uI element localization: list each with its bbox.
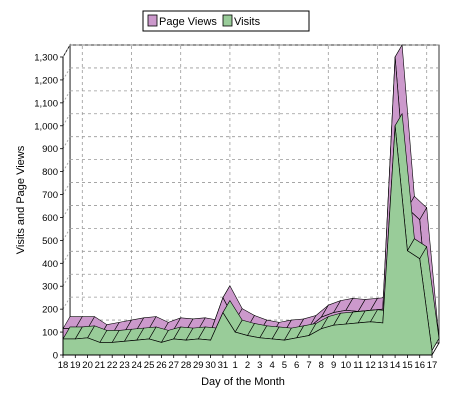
- data-point: [247, 335, 248, 337]
- data-point: [210, 339, 212, 341]
- y-tick-label: 0: [53, 351, 58, 362]
- data-point: [345, 309, 347, 311]
- x-tick-label: 1: [233, 360, 238, 371]
- data-point: [136, 339, 138, 341]
- x-tick-label: 9: [331, 360, 336, 371]
- data-point: [197, 338, 199, 340]
- data-point: [124, 340, 125, 342]
- x-tick-label: 6: [294, 360, 299, 371]
- data-point: [333, 312, 335, 314]
- x-tick-label: 2: [245, 360, 250, 371]
- x-tick-label: 17: [427, 360, 438, 371]
- x-tick-label: 21: [95, 360, 106, 371]
- data-point: [271, 338, 273, 340]
- data-point: [394, 56, 396, 58]
- x-tick-label: 11: [353, 360, 363, 371]
- x-tick-label: 15: [402, 360, 413, 371]
- y-tick-label: 200: [42, 305, 58, 316]
- x-tick-label: 18: [58, 360, 69, 371]
- data-point: [382, 308, 384, 310]
- data-point: [296, 337, 298, 339]
- x-tick-label: 30: [205, 360, 216, 371]
- data-point: [74, 338, 76, 340]
- x-tick-label: 23: [119, 360, 130, 371]
- legend-swatch-page-views: [147, 14, 158, 27]
- data-point: [222, 312, 224, 314]
- x-tick-label: 26: [156, 360, 167, 371]
- data-point: [382, 322, 384, 324]
- x-tick-label: 13: [378, 360, 389, 371]
- data-point: [320, 316, 322, 318]
- x-tick-label: 12: [365, 360, 376, 371]
- legend-swatch-visits: [222, 14, 233, 27]
- x-tick-label: 16: [414, 360, 425, 371]
- data-point: [419, 219, 421, 221]
- x-tick-label: 10: [341, 360, 352, 371]
- y-tick-label: 100: [42, 328, 58, 339]
- y-tick-label: 400: [42, 259, 58, 270]
- y-tick-label: 1,000: [34, 121, 58, 132]
- x-tick-label: 19: [70, 360, 81, 371]
- data-point: [234, 331, 236, 333]
- data-point: [370, 321, 371, 323]
- y-tick-label: 800: [42, 167, 58, 178]
- x-tick-label: 20: [82, 360, 93, 371]
- y-tick-label: 1,200: [34, 75, 58, 86]
- x-tick-label: 22: [107, 360, 118, 371]
- legend-label-page-views: Page Views: [159, 16, 217, 28]
- data-point: [320, 328, 322, 330]
- data-point: [406, 250, 408, 252]
- data-point: [160, 341, 162, 343]
- axes: 0 100 200 300 400 500 600 700 800 900 1,000 1,100 1,…: [34, 53, 437, 372]
- x-tick-label: 29: [193, 360, 204, 371]
- data-point: [222, 297, 224, 299]
- data-point: [419, 258, 421, 260]
- data-point: [148, 338, 150, 340]
- legend: Page Views Visits: [142, 10, 310, 32]
- data-point: [259, 337, 261, 339]
- y-tick-label: 600: [42, 213, 58, 224]
- y-tick-label: 1,100: [34, 98, 58, 109]
- x-tick-label: 4: [269, 360, 274, 371]
- x-tick-label: 25: [144, 360, 155, 371]
- data-point: [431, 349, 433, 351]
- y-tick-label: 500: [42, 236, 58, 247]
- x-tick-label: 5: [282, 360, 287, 371]
- x-tick-label: 28: [181, 360, 192, 371]
- data-point: [345, 323, 347, 325]
- x-tick-label: 7: [306, 360, 311, 371]
- data-point: [333, 324, 335, 326]
- data-point: [308, 335, 310, 337]
- series-areas: [62, 44, 440, 356]
- data-point: [99, 341, 101, 343]
- data-point: [87, 337, 89, 339]
- x-tick-label: 14: [390, 360, 401, 371]
- x-tick-label: 24: [132, 360, 143, 371]
- y-axis-title: Visits and Page Views: [15, 145, 27, 254]
- x-tick-label: 31: [218, 360, 229, 371]
- x-axis-title: Day of the Month: [201, 376, 285, 388]
- data-point: [283, 339, 285, 341]
- x-tick-label: 8: [319, 360, 324, 371]
- data-point: [111, 341, 113, 343]
- y-tick-label: 300: [42, 282, 58, 293]
- y-tick-label: 900: [42, 144, 58, 155]
- side-wall: [62, 43, 71, 357]
- y-tick-label: 1,300: [34, 53, 58, 64]
- x-tick-label: 3: [257, 360, 262, 371]
- y-tick-label: 700: [42, 190, 58, 201]
- area-front-face: [62, 125, 433, 356]
- legend-label-visits: Visits: [234, 16, 261, 28]
- data-point: [173, 338, 175, 340]
- data-point: [185, 339, 187, 341]
- x-tick-label: 27: [168, 360, 179, 371]
- series-visits: [62, 112, 440, 356]
- data-point: [357, 322, 359, 324]
- data-point: [394, 125, 396, 127]
